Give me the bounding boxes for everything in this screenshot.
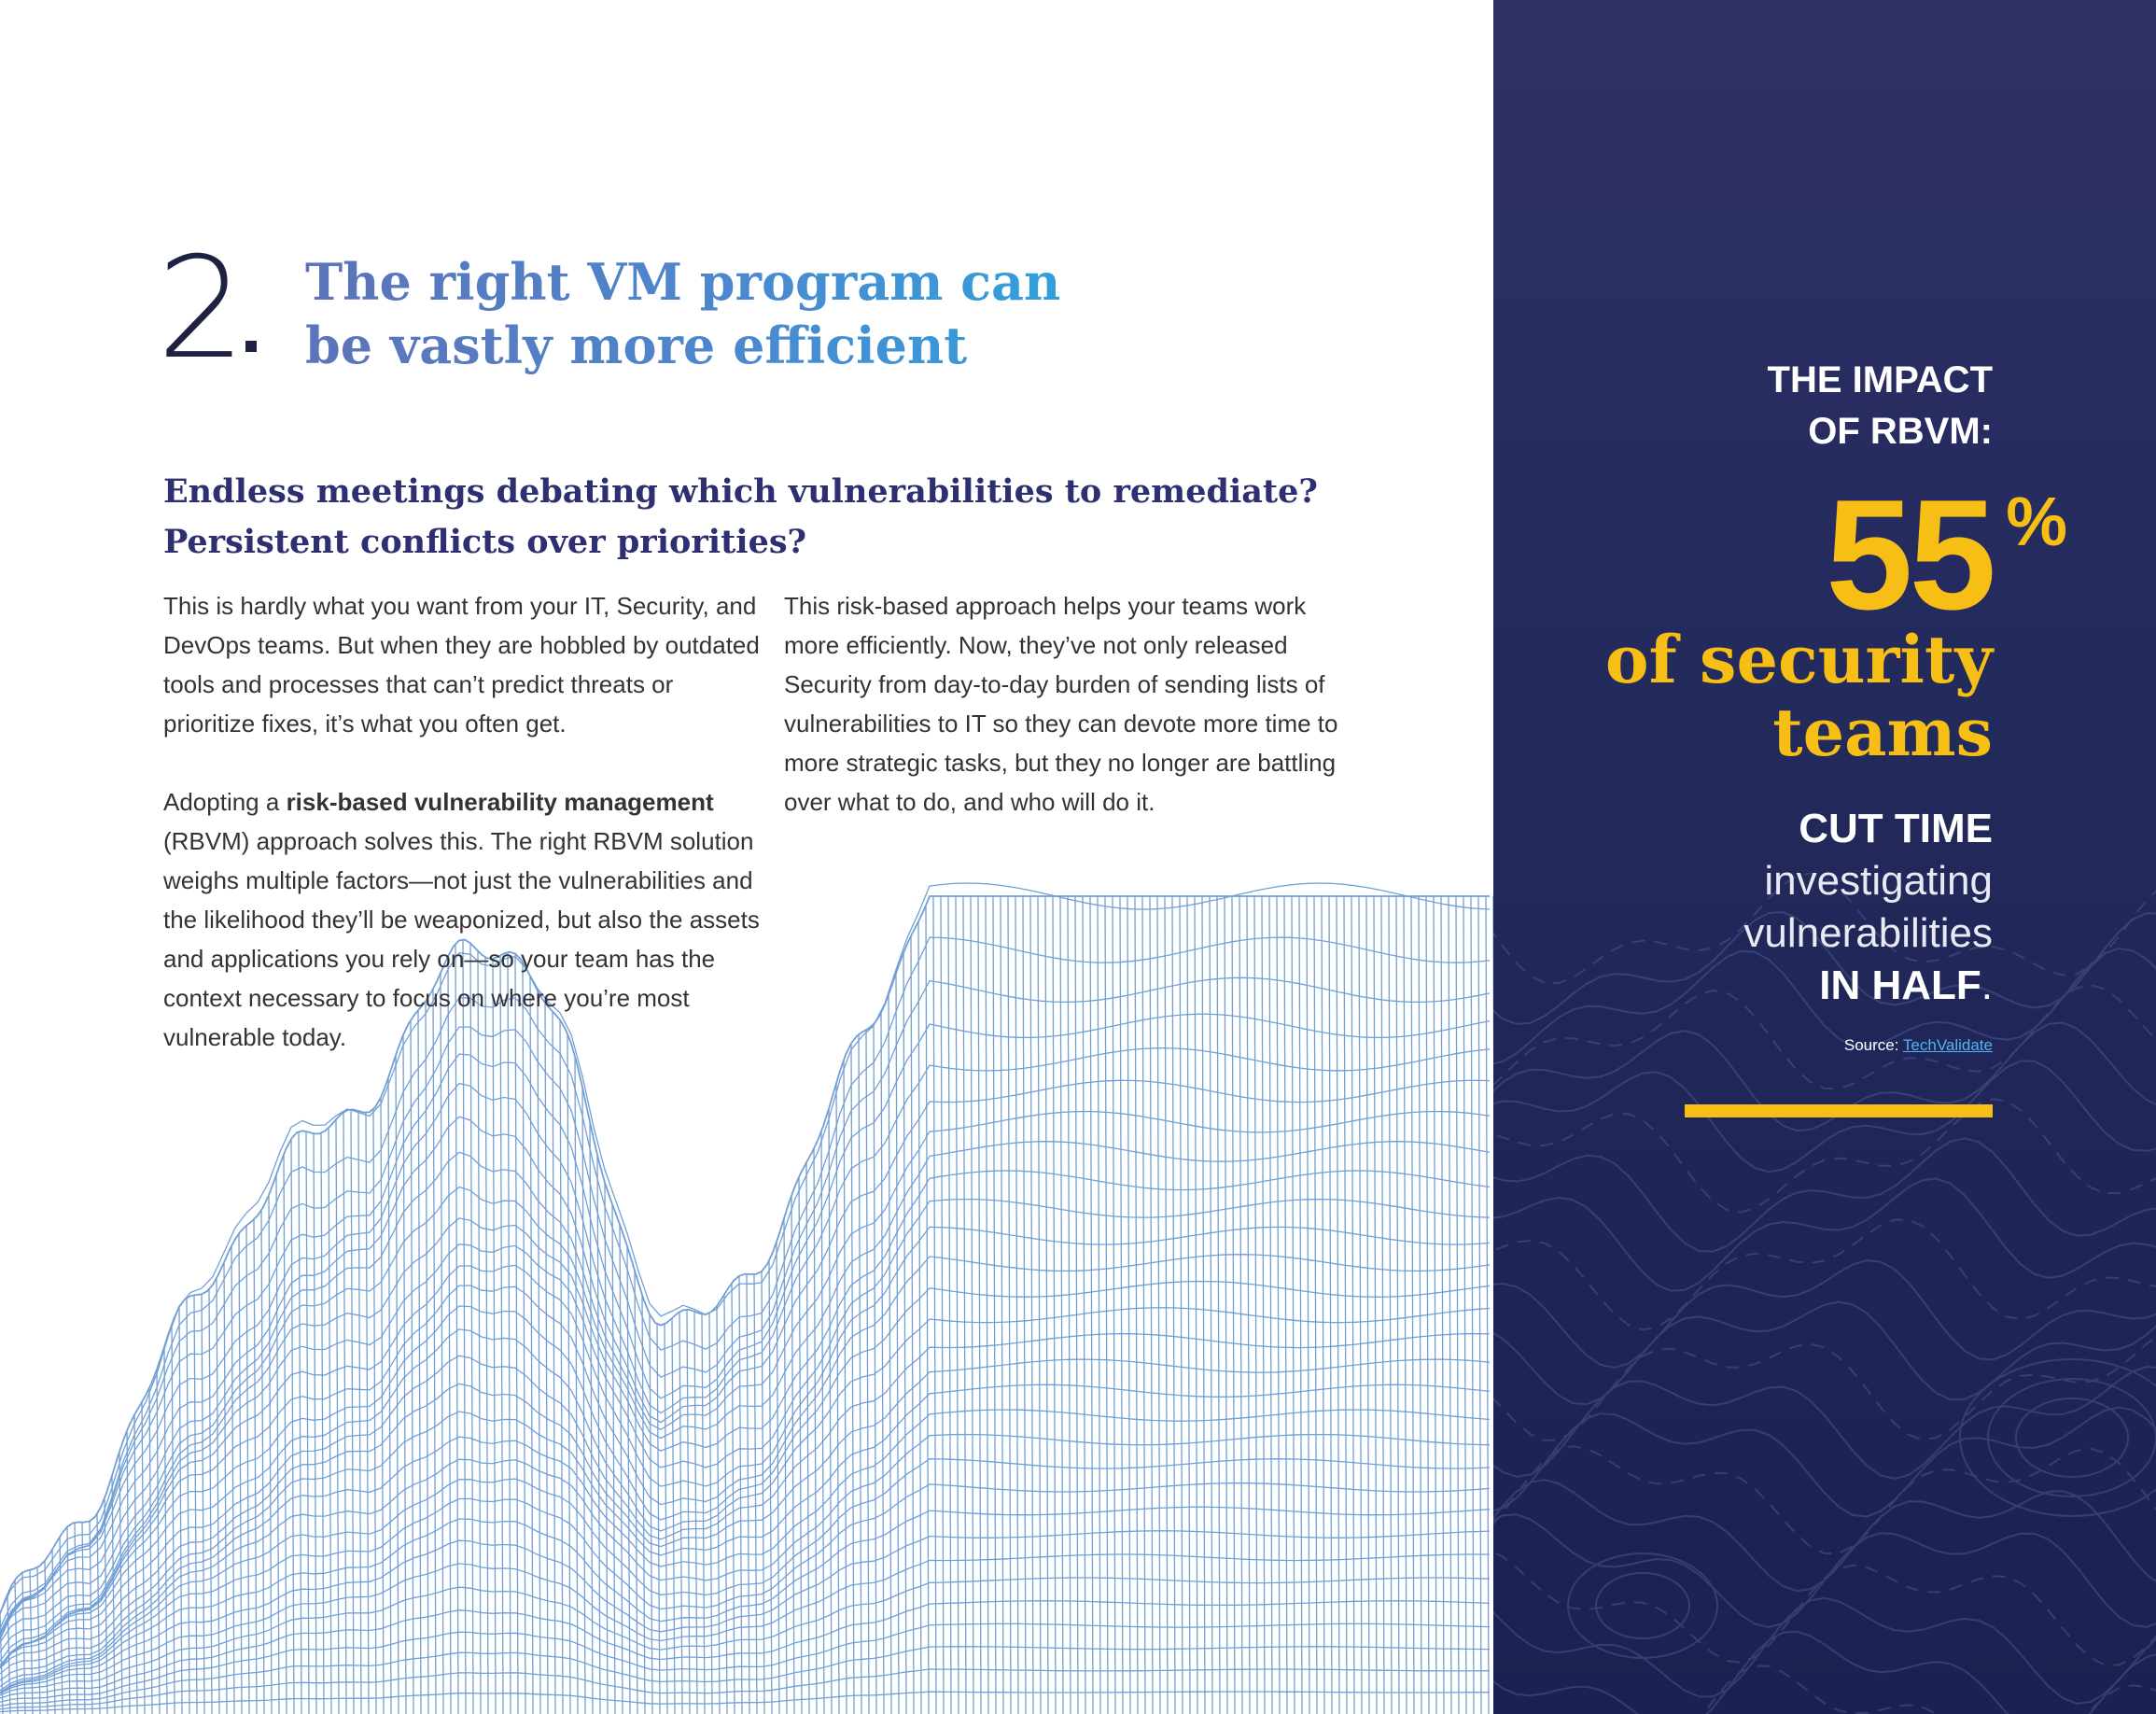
source-citation: Source: TechValidate [1844,1036,1993,1055]
body-column-left: This is hardly what you want from your I… [163,586,761,1096]
impact-heading: THE IMPACT OF RBVM: [1768,355,1993,457]
claim-final-line: IN HALF. [1743,960,1993,1021]
stat-label-line1: of security [1604,621,1993,698]
subheading-line1: Endless meetings debating which vulnerab… [163,472,1318,511]
section-number: 2 [157,228,245,390]
claim-bold-2: IN HALF [1819,962,1981,1008]
source-link[interactable]: TechValidate [1902,1036,1993,1054]
body-paragraph: This risk-based approach helps your team… [784,592,1338,816]
content-page: 2 The right VM program can be vastly mor… [0,228,1493,1714]
impact-heading-line2: OF RBVM: [1808,411,1993,452]
stat-label: of security teams [1605,624,1993,769]
section-title: The right VM program can be vastly more … [305,250,1145,377]
subheading-line2: Persistent conflicts over priorities? [163,523,807,561]
text-run: Adopting a [163,788,287,816]
section-title-line1: The right VM program can [305,252,1061,312]
bold-term: risk-based vulnerability management [286,788,714,816]
accent-bar [1685,1104,1993,1117]
stat-unit: % [2006,483,2067,560]
claim-bold-1: CUT TIME [1799,806,1993,851]
section-number-dot [245,341,257,352]
stat-sidebar: THE IMPACT OF RBVM: 55 % of security tea… [1493,0,2156,1714]
subheading: Endless meetings debating which vulnerab… [163,467,1330,568]
section-title-line2: be vastly more efficient [305,316,968,375]
body-paragraph-rbvm: Adopting a risk-based vulnerability mana… [163,782,761,1057]
body-paragraph: This is hardly what you want from your I… [163,592,760,738]
source-label: Source: [1843,1036,1903,1054]
stat-label-line2: teams [1772,694,1993,771]
topographic-lines-graphic [1493,872,2156,1714]
claim-light-2: vulnerabilities [1743,910,1993,956]
impact-heading-line1: THE IMPACT [1767,359,1993,400]
body-column-right: This risk-based approach helps your team… [784,586,1363,861]
claim-light-1: investigating [1764,858,1993,904]
claim-period: . [1981,962,1993,1008]
wireframe-mountain-graphic [0,882,1493,1714]
text-run: (RBVM) approach solves this. The right R… [163,827,760,1051]
stat-value: 55 [1826,467,1996,642]
stat-claim: CUT TIME investigating vulnerabilities I… [1743,803,1993,1021]
